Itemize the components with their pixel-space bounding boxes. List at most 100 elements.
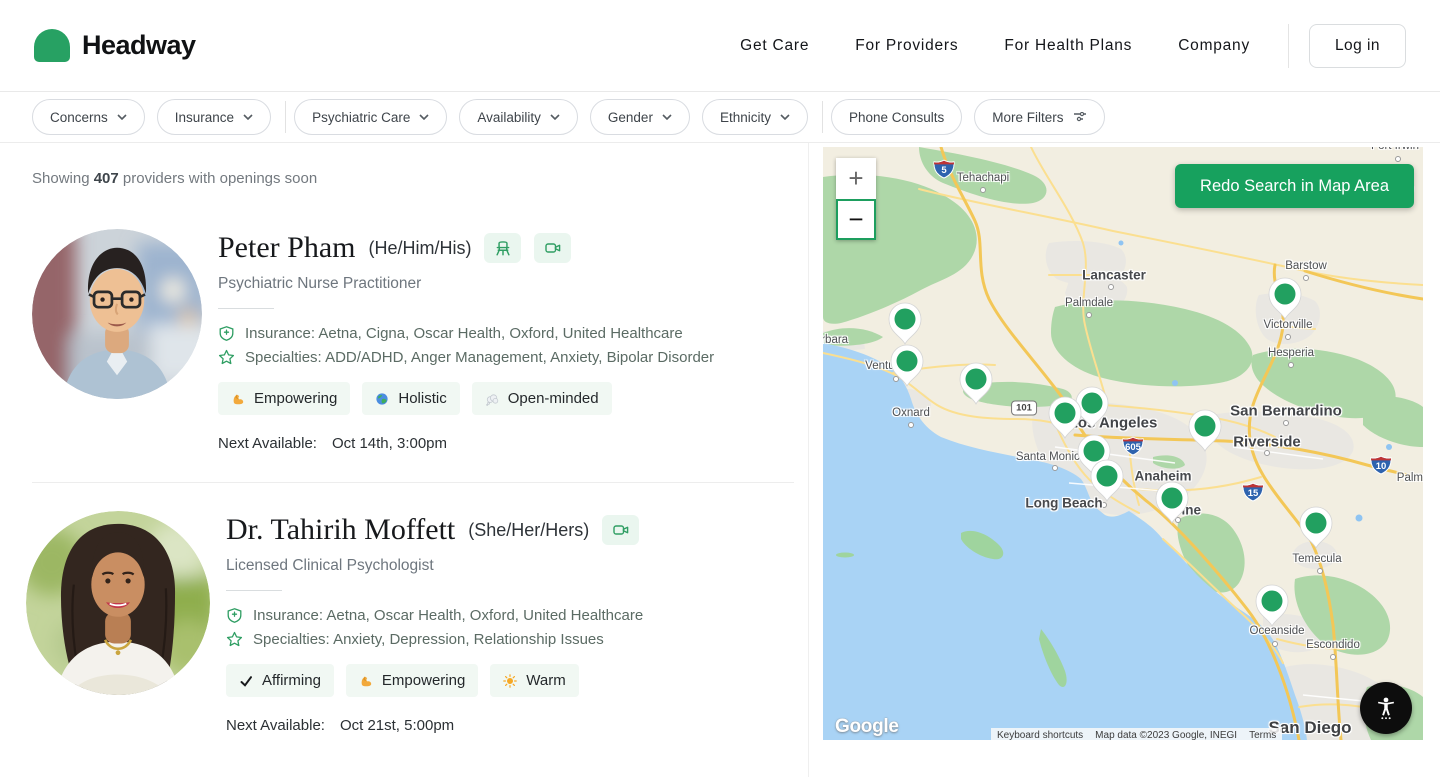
nav-for-health-plans[interactable]: For Health Plans <box>1004 36 1133 54</box>
nav-for-providers[interactable]: For Providers <box>855 36 959 54</box>
card-divider <box>218 308 274 309</box>
interstate-10-shield: 10 <box>1370 455 1392 475</box>
map-city-label: Palm Springs <box>1396 472 1423 484</box>
chevron-down-icon <box>662 114 672 120</box>
next-available-label: Next Available: <box>226 717 325 734</box>
next-available-value: Oct 21st, 5:00pm <box>339 717 455 734</box>
google-logo[interactable]: Google <box>835 716 899 737</box>
shield-route-number: 15 <box>1247 487 1259 499</box>
specialties-label: Specialties: <box>245 349 322 366</box>
provider-photo[interactable] <box>32 229 202 399</box>
filter-lines-icon <box>1073 112 1086 122</box>
filter-concerns[interactable]: Concerns <box>32 99 145 135</box>
login-button[interactable]: Log in <box>1308 23 1406 68</box>
shield-plus-icon <box>218 325 235 342</box>
next-available-row: Next Available: Oct 21st, 5:00pm <box>226 717 643 734</box>
map-city-label: Temecula <box>1292 553 1342 565</box>
filter-group-divider <box>285 101 287 133</box>
badge-empowering: Empowering <box>345 664 479 697</box>
insurance-list: Aetna, Oscar Health, Oxford, United Heal… <box>326 607 644 624</box>
filter-label: Concerns <box>50 109 108 125</box>
next-available-row: Next Available: Oct 14th, 3:00pm <box>218 435 714 452</box>
map-panel[interactable]: 5 40 101 605 15 10 Fort Irwin Tehachapi … <box>823 147 1423 740</box>
next-available-label: Next Available: <box>218 435 317 452</box>
nav-company[interactable]: Company <box>1178 36 1250 54</box>
map-city-label: Lancaster <box>1082 267 1146 283</box>
provider-pronouns: (She/Her/Hers) <box>468 519 590 540</box>
filter-phone-consults[interactable]: Phone Consults <box>830 99 963 135</box>
video-session-icon <box>534 233 572 263</box>
filter-more-filters[interactable]: More Filters <box>974 99 1105 135</box>
insurance-label: Insurance: <box>253 607 324 624</box>
filter-gender[interactable]: Gender <box>589 99 690 135</box>
muscle-icon <box>231 392 245 406</box>
map-city-label: Palmdale <box>1065 297 1113 309</box>
provider-title: Licensed Clinical Psychologist <box>226 557 434 574</box>
badge-affirming: Affirming <box>226 664 334 697</box>
chevron-down-icon <box>419 114 429 120</box>
map-city-label: San Diego <box>1268 718 1352 737</box>
chevron-down-icon <box>117 114 127 120</box>
results-suffix: providers with openings soon <box>122 170 318 187</box>
specialties-row: Specialties: ADD/ADHD, Anger Management,… <box>218 349 714 366</box>
results-count: 407 <box>93 170 119 187</box>
filter-ethnicity[interactable]: Ethnicity <box>701 99 808 135</box>
provider-name[interactable]: Peter Pham <box>218 231 356 264</box>
map-city-label: Escondido <box>1306 639 1360 651</box>
next-available-value: Oct 14th, 3:00pm <box>331 435 448 452</box>
interstate-605-shield: 605 <box>1122 436 1144 456</box>
provider-photo[interactable] <box>26 511 210 695</box>
personality-badges: Affirming Empowering Warm <box>226 664 643 697</box>
chevron-down-icon <box>550 114 560 120</box>
interstate-5-shield: 5 <box>933 159 955 179</box>
shield-route-number: 5 <box>941 164 947 176</box>
star-icon <box>226 631 243 648</box>
filter-label: Availability <box>477 109 541 125</box>
provider-name[interactable]: Dr. Tahirih Moffett <box>226 513 456 546</box>
personality-badges: Empowering Holistic Open-minded <box>218 382 714 415</box>
filter-psychiatric-care[interactable]: Psychiatric Care <box>294 99 448 135</box>
map-zoom-control: + − <box>836 158 876 240</box>
map-city-label: Tehachapi <box>956 172 1010 184</box>
badge-label: Affirming <box>262 672 321 689</box>
map-city-label: Anaheim <box>1134 468 1192 484</box>
accessibility-widget-button[interactable] <box>1360 682 1412 734</box>
provider-pronouns: (He/Him/His) <box>368 237 472 258</box>
filter-insurance[interactable]: Insurance <box>156 99 272 135</box>
map-city-label: Barstow <box>1285 260 1327 272</box>
specialties-list: Anxiety, Depression, Relationship Issues <box>333 631 604 648</box>
accessibility-person-icon <box>1377 697 1395 720</box>
results-prefix: Showing <box>32 170 90 187</box>
zoom-out-button[interactable]: − <box>836 199 876 240</box>
check-icon <box>239 674 253 688</box>
specialties-text: Specialties: ADD/ADHD, Anger Management,… <box>245 349 714 366</box>
nav-get-care[interactable]: Get Care <box>740 36 810 54</box>
terms-link[interactable]: Terms <box>1243 728 1283 740</box>
filter-group-divider <box>821 101 823 133</box>
badge-holistic: Holistic <box>362 382 460 415</box>
map-attribution: Keyboard shortcuts Map data ©2023 Google… <box>991 728 1283 740</box>
card-divider <box>226 590 282 591</box>
badge-label: Warm <box>526 672 566 689</box>
headway-logo-text: Headway <box>82 30 196 60</box>
results-count-line: Showing 407 providers with openings soon <box>32 170 804 187</box>
headway-logo[interactable]: Headway <box>34 29 196 62</box>
badge-label: Open-minded <box>507 390 599 407</box>
insurance-row: Insurance: Aetna, Oscar Health, Oxford, … <box>226 607 643 624</box>
filter-bar: Concerns Insurance Psychiatric Care Avai… <box>0 92 1440 143</box>
results-panel: Showing 407 providers with openings soon <box>26 143 804 734</box>
map-city-label: Victorville <box>1263 319 1313 331</box>
map-city-label: Fort Irwin <box>1371 147 1419 152</box>
star-icon <box>218 349 235 366</box>
map-data-text: Map data ©2023 Google, INEGI <box>1089 728 1244 740</box>
redo-search-button[interactable]: Redo Search in Map Area <box>1175 164 1414 208</box>
filter-label: Psychiatric Care <box>312 109 411 125</box>
filter-availability[interactable]: Availability <box>459 99 578 135</box>
interstate-15-shield: 15 <box>1242 482 1264 502</box>
zoom-in-button[interactable]: + <box>836 158 876 199</box>
keyboard-shortcuts-link[interactable]: Keyboard shortcuts <box>991 728 1090 740</box>
map-city-label: Santa Barbara <box>823 334 849 346</box>
video-session-icon <box>602 515 640 545</box>
map-city-label: San Bernardino <box>1230 402 1342 420</box>
provider-card: Dr. Tahirih Moffett (She/Her/Hers) Licen… <box>26 511 804 734</box>
